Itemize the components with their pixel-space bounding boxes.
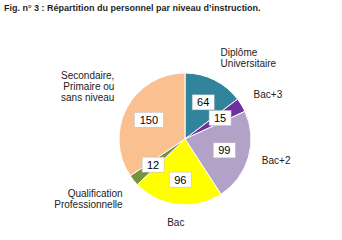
svg-text:QualificationProfessionnelle: QualificationProfessionnelle <box>54 188 123 210</box>
svg-text:99: 99 <box>218 144 230 156</box>
svg-text:DiplômeUniversitaire: DiplômeUniversitaire <box>221 47 277 69</box>
svg-text:15: 15 <box>214 112 226 124</box>
svg-text:64: 64 <box>197 96 209 108</box>
svg-text:12: 12 <box>147 159 159 171</box>
svg-text:Secondaire,Primaire ousans niv: Secondaire,Primaire ousans niveau <box>61 70 114 103</box>
svg-text:Bac+2: Bac+2 <box>262 155 291 166</box>
svg-text:Bac: Bac <box>167 217 184 228</box>
svg-text:150: 150 <box>140 114 158 126</box>
html-text:Fig. n° 3 : Répartition du per: Fig. n° 3 : Répartition du personnel par… <box>4 3 261 13</box>
svg-text:Bac+3: Bac+3 <box>254 89 283 100</box>
svg-text:96: 96 <box>174 174 186 186</box>
